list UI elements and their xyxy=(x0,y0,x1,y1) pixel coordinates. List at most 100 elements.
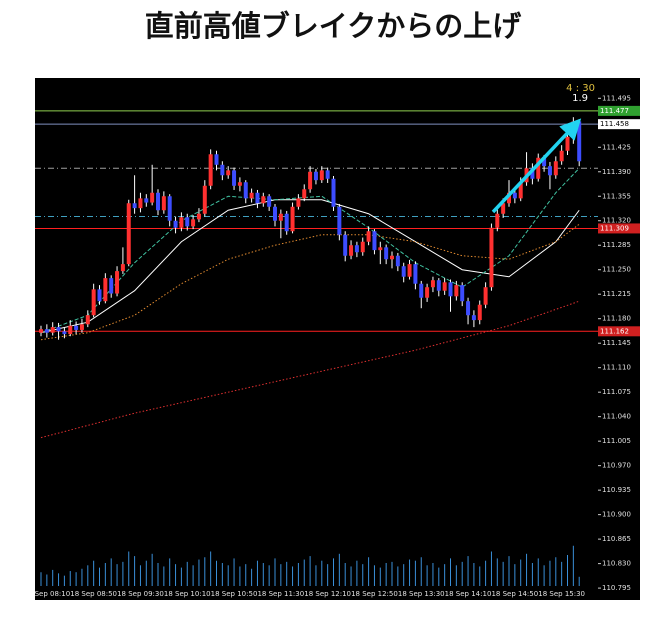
chart-title: 直前高値ブレイクからの上げ xyxy=(145,9,522,43)
y-tick-label: 110.865 xyxy=(602,535,631,543)
candle-body xyxy=(331,178,336,207)
x-tick-label: 18 Sep 12:10 xyxy=(304,590,351,598)
candle-body xyxy=(471,315,476,321)
candle-body xyxy=(173,220,178,228)
candle-body xyxy=(214,154,219,165)
candle-body xyxy=(319,170,324,181)
y-tick-label: 110.935 xyxy=(602,486,631,494)
candle-body xyxy=(208,154,213,186)
candle-body xyxy=(337,206,342,235)
candle-body xyxy=(202,185,207,214)
candle-body xyxy=(349,245,354,256)
candle-body xyxy=(390,255,394,260)
candle-body xyxy=(44,329,49,333)
candle-body xyxy=(360,241,365,253)
x-tick-label: 18 Sep 14:50 xyxy=(491,590,538,598)
candle-body xyxy=(179,217,184,228)
candle-body xyxy=(384,247,389,260)
y-tick-label: 111.215 xyxy=(602,290,631,298)
candle-body xyxy=(249,192,254,199)
candle-body xyxy=(501,203,506,214)
candle-body xyxy=(559,150,564,162)
candle-body xyxy=(132,203,137,209)
candle-body xyxy=(261,196,266,204)
candle-body xyxy=(126,203,131,265)
candle-body xyxy=(232,170,237,186)
candle-body xyxy=(237,182,242,186)
y-tick-label: 110.795 xyxy=(602,584,631,592)
y-tick-label: 111.040 xyxy=(602,413,631,421)
price-label-box xyxy=(598,326,640,337)
candle-body xyxy=(196,213,201,220)
y-tick-label: 111.390 xyxy=(602,168,631,176)
candle-body xyxy=(565,136,570,151)
candle-body xyxy=(278,213,283,221)
x-tick-label: 18 Sep 10:10 xyxy=(164,590,211,598)
candle-body xyxy=(407,264,412,277)
price-label-box xyxy=(598,105,640,116)
candle-body xyxy=(138,198,143,209)
candle-body xyxy=(255,192,260,204)
candle-body xyxy=(191,219,196,227)
x-tick-label: 18 Sep 13:30 xyxy=(398,590,445,598)
x-tick-label: 18 Sep 08:10 xyxy=(23,590,70,598)
candle-body xyxy=(343,234,348,256)
candle-body xyxy=(466,301,471,316)
moving-average xyxy=(40,199,580,334)
candle-body xyxy=(226,170,231,176)
plot-area: 18 Sep 08:10 18 Sep 08:50 18 Sep 09:30 18 S… xyxy=(23,110,598,598)
candle-body xyxy=(161,196,166,211)
candle-body xyxy=(442,282,447,291)
y-tick-label: 111.250 xyxy=(602,266,631,274)
candle-body xyxy=(68,325,73,335)
y-tick-label: 111.495 xyxy=(602,94,631,102)
candle-body xyxy=(553,161,558,176)
candle-body xyxy=(284,213,289,232)
candle-body xyxy=(518,182,523,199)
candle-body xyxy=(302,189,307,199)
candle-body xyxy=(454,285,459,297)
candle-body xyxy=(308,171,313,190)
spread: 1.9 xyxy=(572,93,588,104)
candle-body xyxy=(512,192,517,199)
candle-body xyxy=(460,285,465,302)
candle-body xyxy=(115,271,120,294)
x-tick-label: 18 Sep 08:50 xyxy=(70,590,117,598)
y-tick-label: 111.355 xyxy=(602,192,631,200)
price-label-box xyxy=(598,223,640,234)
y-tick-label: 111.145 xyxy=(602,339,631,347)
candle-body xyxy=(74,325,79,330)
candle-body xyxy=(313,171,318,181)
candle-body xyxy=(413,264,418,284)
candle-body xyxy=(542,157,547,167)
y-tick-label: 111.425 xyxy=(602,143,631,151)
x-tick-label: 18 Sep 12:50 xyxy=(351,590,398,598)
candle-body xyxy=(62,331,67,335)
candle-body xyxy=(156,192,160,211)
candle-body xyxy=(530,168,535,179)
candle-body xyxy=(109,278,114,294)
price-label: 111.477 xyxy=(600,107,629,115)
candle-body xyxy=(103,278,108,302)
candle-body xyxy=(220,164,225,176)
candle-body xyxy=(79,324,84,330)
candle-body xyxy=(243,182,248,199)
x-tick-label: 18 Sep 14:10 xyxy=(445,590,492,598)
y-tick-label: 111.285 xyxy=(602,241,631,249)
x-tick-label: 18 Sep 15:30 xyxy=(538,590,585,598)
candle-body xyxy=(366,231,371,242)
candle-body xyxy=(372,231,377,251)
y-tick-label: 111.320 xyxy=(602,217,631,225)
candle-body xyxy=(436,280,441,291)
candle-body xyxy=(425,287,430,298)
price-label-box xyxy=(598,119,640,130)
countdown: 4 : 30 xyxy=(566,83,595,94)
candle-body xyxy=(419,283,424,298)
candle-body xyxy=(401,266,406,277)
candle-body xyxy=(273,206,277,221)
candle-body xyxy=(97,289,102,302)
candle-body xyxy=(495,213,500,228)
